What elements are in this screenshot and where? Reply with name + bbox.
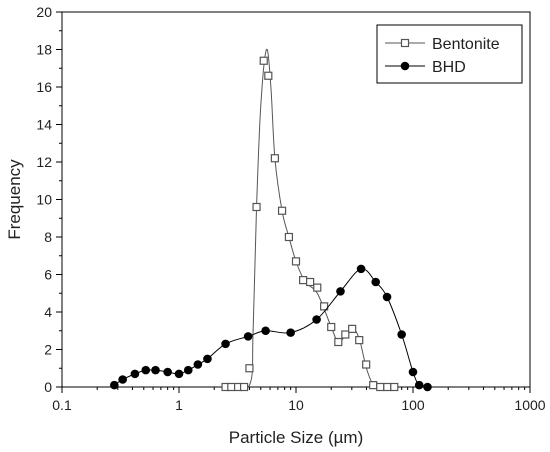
y-tick-label: 16: [36, 79, 52, 95]
legend-marker: [400, 38, 410, 48]
y-tick-label: 2: [44, 342, 52, 358]
data-point: [203, 354, 212, 364]
x-tick-label: 1: [175, 397, 183, 413]
y-tick-label: 4: [44, 304, 52, 320]
x-tick-label: 100: [401, 397, 425, 413]
x-tick-label: 1000: [514, 397, 545, 413]
data-point: [397, 330, 406, 339]
data-point: [221, 339, 230, 349]
series-bentonite: [221, 48, 399, 392]
data-point: [252, 202, 261, 212]
data-point: [130, 369, 140, 379]
data-point: [193, 360, 203, 369]
data-point: [291, 257, 301, 266]
y-tick-label: 10: [36, 192, 52, 208]
data-point: [423, 382, 432, 392]
data-point: [174, 369, 184, 379]
y-tick-label: 8: [44, 229, 52, 245]
y-tick-label: 14: [36, 117, 52, 133]
y-tick-label: 0: [44, 379, 52, 395]
data-point: [336, 287, 345, 296]
data-point: [299, 276, 308, 285]
data-point: [306, 277, 315, 287]
data-point: [341, 330, 350, 339]
data-point: [141, 365, 151, 375]
data-point: [414, 380, 424, 390]
data-point: [376, 382, 385, 392]
data-point: [261, 326, 270, 336]
data-point: [239, 382, 249, 392]
data-point: [259, 56, 268, 65]
data-point: [369, 381, 378, 390]
data-point: [334, 337, 343, 347]
y-tick-label: 18: [36, 42, 52, 58]
legend-label: Bentonite: [432, 36, 500, 53]
legend-box: [376, 24, 523, 84]
data-point: [243, 332, 253, 341]
data-point: [163, 367, 172, 377]
data-point: [362, 360, 371, 369]
y-axis-title: Frequency: [5, 159, 24, 240]
data-point: [390, 382, 399, 392]
data-point: [313, 283, 322, 292]
x-axis-title: Particle Size (µm): [229, 428, 363, 447]
x-tick-label: 10: [288, 397, 304, 413]
data-point: [408, 367, 418, 377]
data-point: [264, 71, 273, 80]
data-point: [371, 277, 381, 287]
data-point: [327, 322, 336, 332]
y-tick-label: 12: [36, 154, 52, 170]
data-point: [118, 375, 127, 384]
data-point: [151, 365, 160, 375]
y-tick-label: 6: [44, 267, 52, 283]
legend-label: BHD: [432, 59, 466, 76]
data-point: [110, 380, 119, 390]
legend-marker: [400, 61, 410, 71]
data-point: [355, 336, 364, 345]
data-point: [270, 154, 279, 163]
series-line: [114, 268, 428, 388]
y-tick-label: 20: [36, 4, 52, 20]
data-point: [356, 264, 366, 274]
data-point: [183, 365, 193, 375]
x-tick-label: 0.1: [52, 397, 72, 413]
data-point: [284, 232, 294, 242]
data-point: [383, 382, 392, 392]
data-point: [245, 364, 254, 373]
data-point: [277, 206, 287, 215]
data-point: [312, 315, 321, 324]
data-point: [227, 382, 236, 392]
data-point: [382, 292, 392, 302]
legend: Bentonite BHD: [376, 24, 523, 84]
data-point: [286, 328, 295, 337]
series-bhd: [110, 264, 432, 392]
data-point: [348, 324, 357, 333]
data-point: [320, 302, 329, 311]
